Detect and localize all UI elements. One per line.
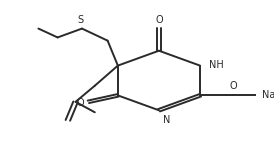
Text: S: S	[78, 15, 84, 25]
Text: NH: NH	[209, 60, 224, 70]
Text: Na: Na	[261, 90, 274, 100]
Text: O: O	[76, 98, 84, 108]
Text: O: O	[155, 15, 163, 25]
Text: N: N	[163, 115, 170, 125]
Text: O: O	[230, 81, 237, 91]
